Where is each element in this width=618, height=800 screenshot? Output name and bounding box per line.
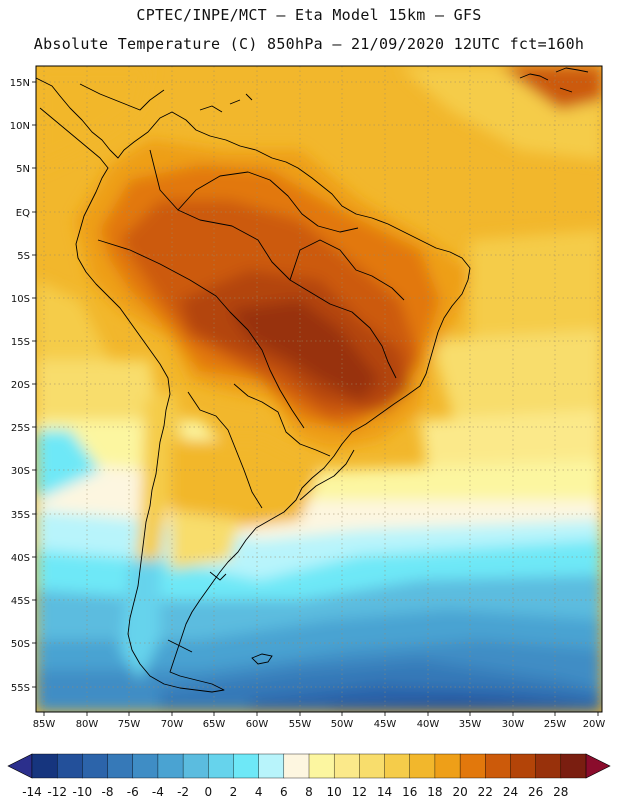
colorbar-swatch xyxy=(333,753,360,779)
colorbar-label: -8 xyxy=(102,785,114,799)
colorbar-swatch xyxy=(233,753,260,779)
lat-label: 10N xyxy=(10,121,30,132)
lon-label: 35W xyxy=(459,719,482,730)
lat-label: 10S xyxy=(11,294,30,305)
lon-label: 85W xyxy=(33,719,56,730)
colorbar-label: -2 xyxy=(177,785,189,799)
colorbar-label: -4 xyxy=(152,785,164,799)
colorbar-swatch xyxy=(208,753,234,779)
lat-label: 55S xyxy=(11,683,30,694)
colorbar-swatch xyxy=(107,753,134,779)
colorbar-label: -12 xyxy=(47,785,67,799)
colorbar-swatch xyxy=(535,753,562,779)
lon-label: 70W xyxy=(161,719,184,730)
colorbar-label: 2 xyxy=(230,785,238,799)
colorbar-swatch xyxy=(560,753,587,779)
colorbar-swatch xyxy=(56,753,83,779)
colorbar-swatch xyxy=(459,753,486,779)
colorbar-swatch xyxy=(308,753,335,779)
colorbar-swatch xyxy=(434,753,461,779)
colorbar-label: 10 xyxy=(327,785,342,799)
colorbar-swatch xyxy=(283,753,310,779)
colorbar-swatch xyxy=(182,753,209,779)
lat-label: 30S xyxy=(11,466,30,477)
map-title-line2: Absolute Temperature (C) 850hPa – 21/09/… xyxy=(33,35,585,53)
colorbar-label: -10 xyxy=(73,785,93,799)
axis-ticks xyxy=(32,81,599,716)
lon-label: 25W xyxy=(544,719,567,730)
lon-label: 75W xyxy=(118,719,141,730)
colorbar-label: 18 xyxy=(427,785,442,799)
colorbar-high-arrow xyxy=(585,753,611,779)
colorbar-swatch xyxy=(510,753,537,779)
colorbar-label: 0 xyxy=(204,785,212,799)
colorbar-label: -6 xyxy=(127,785,139,799)
colorbar-label: 24 xyxy=(503,785,518,799)
longitude-labels: 85W 80W 75W 70W 65W 60W 55W 50W 45W 40W … xyxy=(33,719,606,730)
colorbar-low-arrow xyxy=(7,753,33,779)
falkland-islands xyxy=(251,653,273,665)
lat-label: 25S xyxy=(11,423,30,434)
lon-label: 40W xyxy=(417,719,440,730)
lon-label: 30W xyxy=(502,719,525,730)
colorbar-swatch xyxy=(384,753,411,779)
lon-label: 80W xyxy=(76,719,99,730)
colorbar-label: 4 xyxy=(255,785,263,799)
lat-label: 15S xyxy=(11,337,30,348)
lon-label: 55W xyxy=(289,719,312,730)
colorbar-label: 20 xyxy=(452,785,467,799)
lon-label: 50W xyxy=(331,719,354,730)
colorbar-swatch xyxy=(359,753,386,779)
colorbar-swatch xyxy=(157,753,184,779)
coastlines xyxy=(36,67,589,693)
colorbar-swatch xyxy=(258,753,285,779)
lat-label: 15N xyxy=(10,78,30,89)
colorbar-swatch xyxy=(82,753,109,779)
lat-label: 50S xyxy=(11,639,30,650)
lat-label: 5S xyxy=(17,251,30,262)
lon-label: 65W xyxy=(203,719,226,730)
lat-label: 45S xyxy=(11,596,30,607)
latitude-labels: 15N 10N 5N EQ 5S 10S 15S 20S 25S 30S 35S… xyxy=(10,78,30,694)
lon-label: 45W xyxy=(374,719,397,730)
colorbar-swatch xyxy=(485,753,511,779)
colorbar-label: 22 xyxy=(478,785,493,799)
colorbar-label: 8 xyxy=(305,785,313,799)
colorbar-label: 6 xyxy=(280,785,288,799)
temperature-field xyxy=(36,66,602,712)
lat-label: 40S xyxy=(11,553,30,564)
colorbar-label: 28 xyxy=(553,785,568,799)
lat-label: 5N xyxy=(16,164,30,175)
map-title-line1: CPTEC/INPE/MCT – Eta Model 15km – GFS xyxy=(136,6,482,24)
colorbar-label: -14 xyxy=(22,785,42,799)
colorbar-label: 26 xyxy=(528,785,543,799)
colorbar: -14 -12 -10 -8 -6 -4 -2 0 2 4 6 8 10 12 14 16 18 20 22 24 26… xyxy=(7,753,611,799)
lon-label: 20W xyxy=(583,719,606,730)
colorbar-swatch xyxy=(132,753,159,779)
colorbar-swatch xyxy=(31,753,58,779)
colorbar-label: 12 xyxy=(352,785,367,799)
map-frame xyxy=(35,65,603,713)
lat-label: 35S xyxy=(11,510,30,521)
lat-label: EQ xyxy=(16,208,30,219)
colorbar-swatch xyxy=(409,753,436,779)
lon-label: 60W xyxy=(246,719,269,730)
colorbar-label: 14 xyxy=(377,785,392,799)
colorbar-label: 16 xyxy=(402,785,417,799)
lat-label: 20S xyxy=(11,380,30,391)
